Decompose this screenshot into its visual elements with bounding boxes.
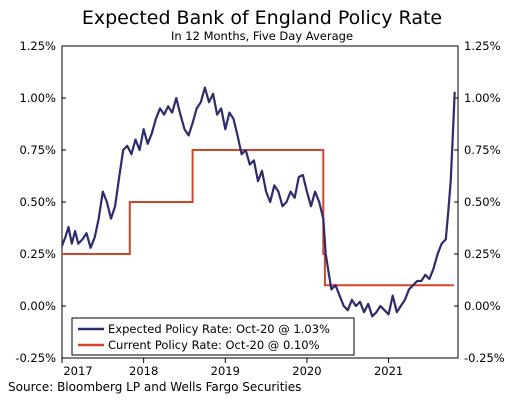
x-tick-label: 2021 xyxy=(374,364,403,378)
expected-rate-line xyxy=(60,86,456,318)
y-tick-label-right: 1.00% xyxy=(464,91,501,105)
y-tick-label-left: 0.00% xyxy=(19,299,56,313)
y-tick-label-left: 1.25% xyxy=(19,39,56,53)
y-tick-label-right: 0.75% xyxy=(464,143,501,157)
legend-label-current-rate-line: Current Policy Rate: Oct-20 @ 0.10% xyxy=(108,338,320,352)
x-tick-label: 2020 xyxy=(292,364,321,378)
y-tick-label-right: 0.00% xyxy=(464,299,501,313)
series-layer xyxy=(60,86,456,318)
y-axis-left: -0.25% 0.00% 0.25% 0.50% 0.75% 1.00% 1.25% xyxy=(15,39,66,365)
chart-subtitle: In 12 Months, Five Day Average xyxy=(171,29,353,43)
chart-source: Source: Bloomberg LP and Wells Fargo Sec… xyxy=(8,380,301,394)
legend-box xyxy=(71,317,355,356)
legend-label-expected-rate-line: Expected Policy Rate: Oct-20 @ 1.03% xyxy=(108,322,330,336)
x-axis: 2017 2018 2019 2020 2021 xyxy=(61,358,403,378)
y-tick-label-left: 0.75% xyxy=(19,143,56,157)
y-tick-label-right: 1.25% xyxy=(464,39,501,53)
y-tick-label-left: 0.50% xyxy=(19,195,56,209)
legend: Expected Policy Rate: Oct-20 @ 1.03% Curr… xyxy=(71,317,355,356)
y-tick-label-right: -0.25% xyxy=(464,351,505,365)
x-tick-label: 2018 xyxy=(129,364,158,378)
current-rate-line xyxy=(62,149,454,287)
chart-title: Expected Bank of England Policy Rate xyxy=(82,7,442,29)
y-tick-label-left: 1.00% xyxy=(19,91,56,105)
y-tick-label-right: 0.50% xyxy=(464,195,501,209)
y-axis-right: -0.25% 0.00% 0.25% 0.50% 0.75% 1.00% 1.25% xyxy=(454,39,505,365)
x-tick-label: 2017 xyxy=(63,364,92,378)
y-tick-label-right: 0.25% xyxy=(464,247,501,261)
x-tick-label: 2019 xyxy=(211,364,240,378)
y-tick-label-left: 0.25% xyxy=(19,247,56,261)
y-tick-label-left: -0.25% xyxy=(15,351,56,365)
